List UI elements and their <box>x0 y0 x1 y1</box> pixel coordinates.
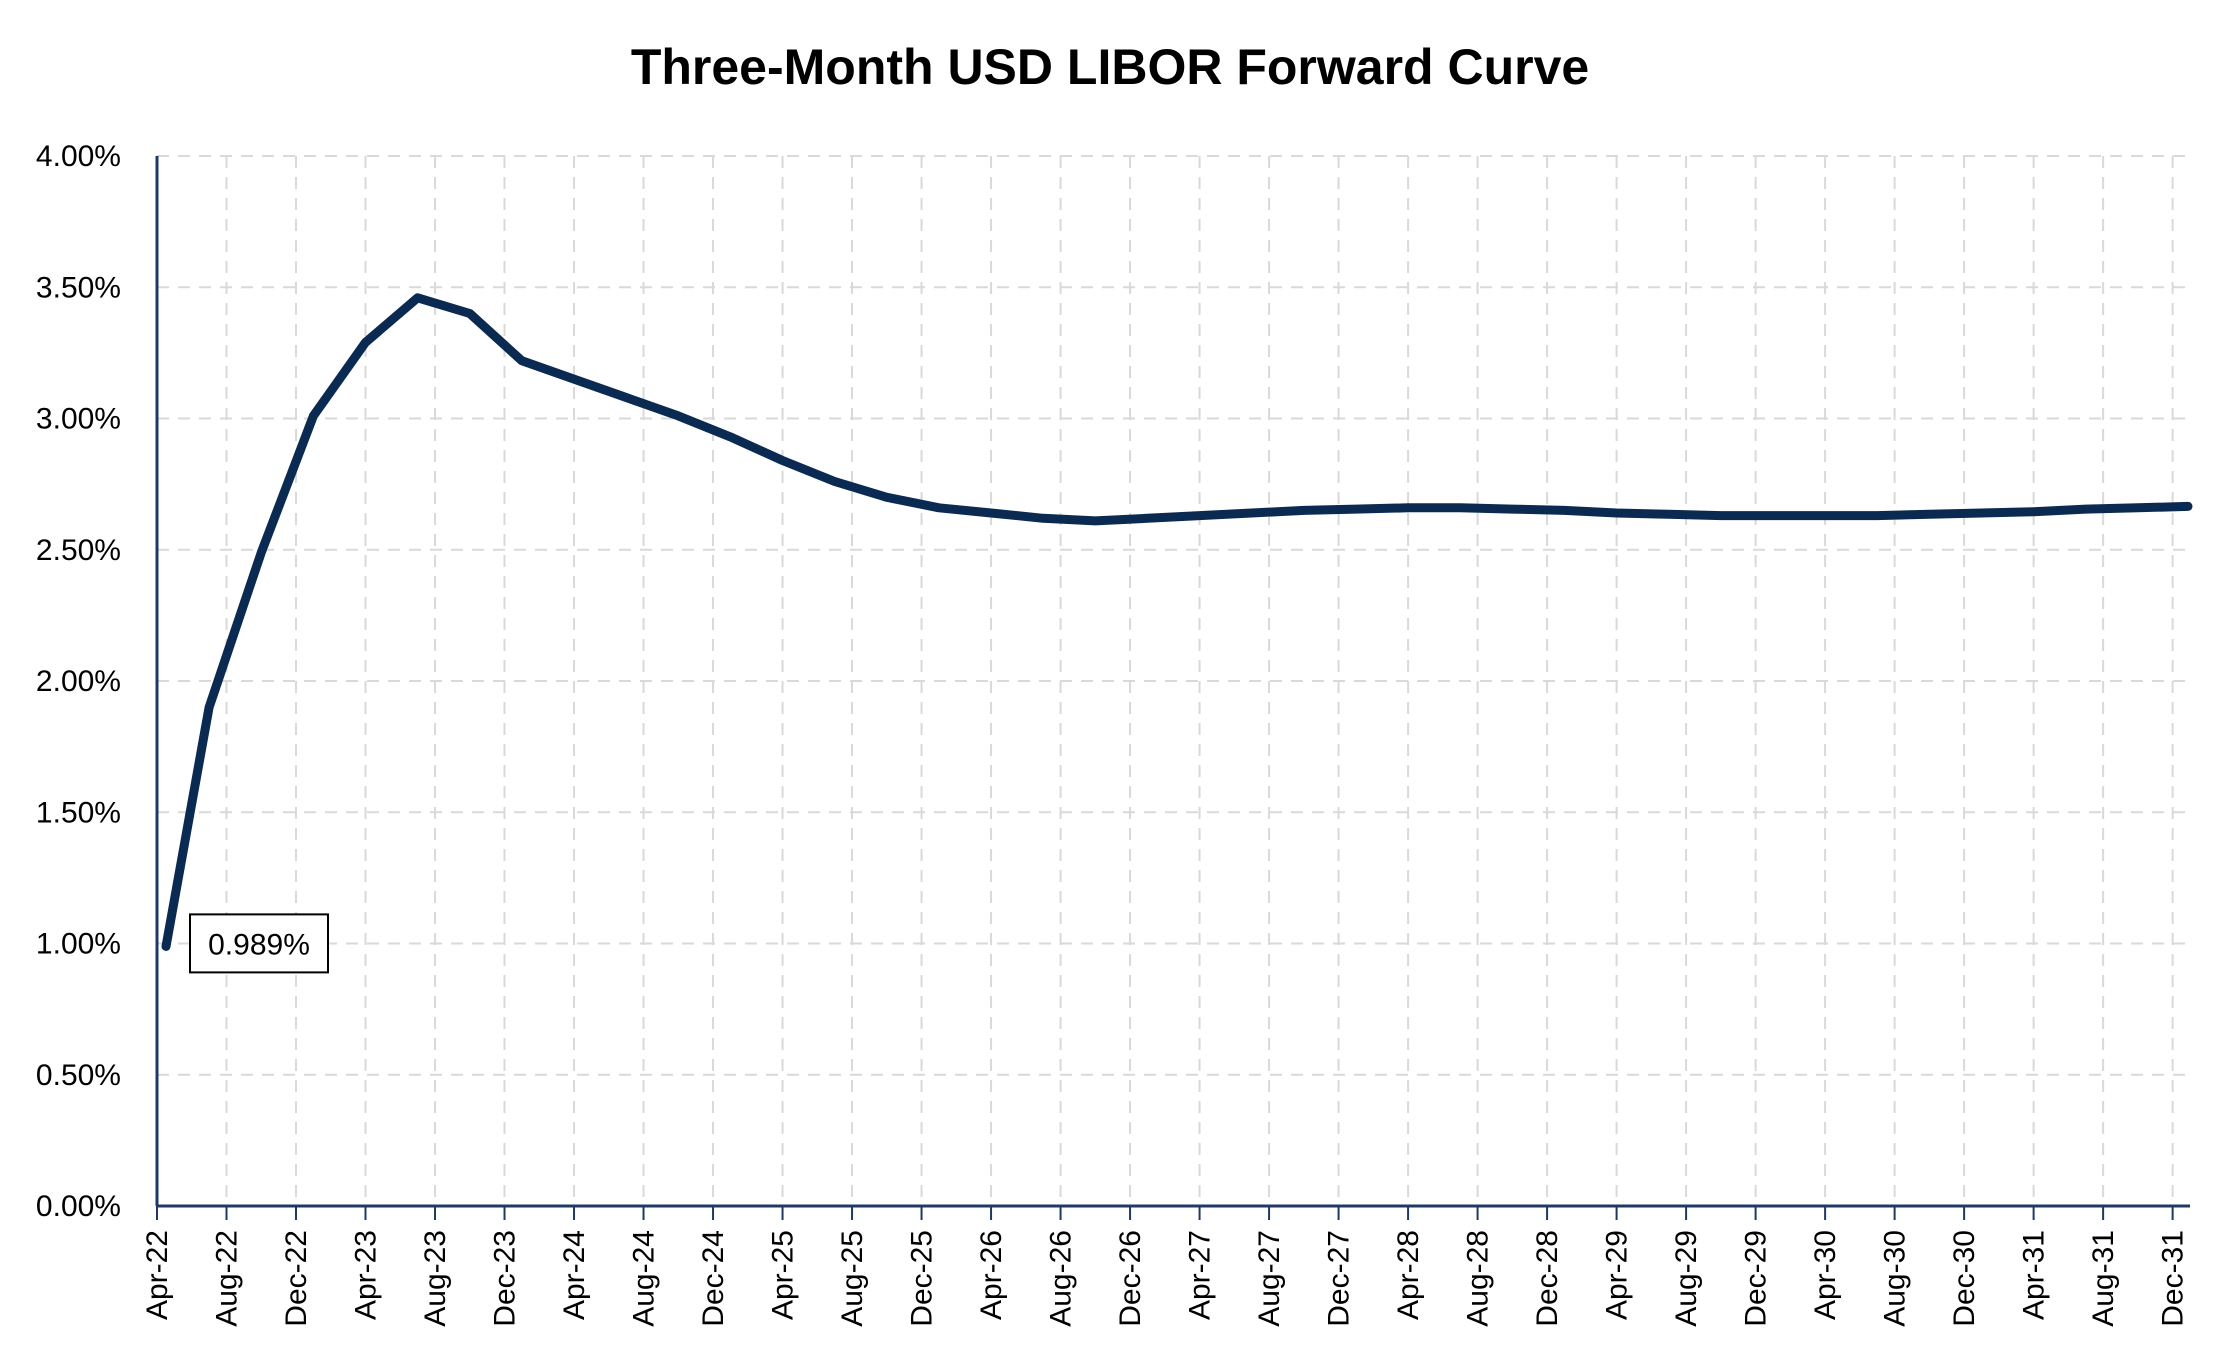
x-tick-label: Aug-22 <box>211 1230 244 1327</box>
y-tick-label: 3.50% <box>36 271 121 304</box>
chart-title: Three-Month USD LIBOR Forward Curve <box>630 39 1590 95</box>
x-tick-label: Aug-26 <box>1045 1230 1078 1327</box>
y-tick-label: 1.00% <box>36 928 121 961</box>
y-tick-label: 3.00% <box>36 403 121 436</box>
x-tick-label: Apr-22 <box>141 1230 174 1320</box>
x-tick-label: Dec-27 <box>1323 1230 1356 1327</box>
series-line <box>161 293 2193 951</box>
x-tick-label: Dec-31 <box>2157 1230 2190 1327</box>
y-tick-label: 2.50% <box>36 534 121 567</box>
data-label: 0.989% <box>208 928 310 961</box>
y-tick-label: 4.00% <box>36 140 121 173</box>
data-label-box <box>189 913 329 974</box>
x-tick-label: Aug-23 <box>419 1230 452 1327</box>
x-tick-label: Dec-30 <box>1948 1230 1981 1327</box>
x-tick-label: Aug-28 <box>1462 1230 1495 1327</box>
x-tick-label: Apr-26 <box>975 1230 1008 1320</box>
x-tick-label: Apr-30 <box>1809 1230 1842 1320</box>
x-tick-label: Aug-31 <box>2087 1230 2120 1327</box>
x-tick-label: Aug-27 <box>1253 1230 1286 1327</box>
y-tick-label: 0.00% <box>36 1190 121 1223</box>
x-tick-label: Aug-30 <box>1879 1230 1912 1327</box>
x-tick-label: Aug-25 <box>836 1230 869 1327</box>
x-tick-label: Dec-22 <box>280 1230 313 1327</box>
x-tick-label: Dec-28 <box>1531 1230 1564 1327</box>
x-tick-label: Apr-27 <box>1184 1230 1217 1320</box>
x-tick-label: Dec-23 <box>489 1230 522 1327</box>
y-tick-label: 1.50% <box>36 796 121 829</box>
x-tick-label: Dec-29 <box>1740 1230 1773 1327</box>
x-tick-label: Dec-26 <box>1114 1230 1147 1327</box>
x-tick-label: Apr-25 <box>767 1230 800 1320</box>
x-tick-label: Dec-24 <box>697 1230 730 1327</box>
x-tick-label: Dec-25 <box>906 1230 939 1327</box>
x-tick-label: Aug-29 <box>1670 1230 1703 1327</box>
x-tick-label: Aug-24 <box>628 1230 661 1327</box>
x-tick-label: Apr-23 <box>350 1230 383 1320</box>
x-tick-label: Apr-31 <box>2018 1230 2051 1320</box>
x-tick-label: Apr-28 <box>1392 1230 1425 1320</box>
x-tick-label: Apr-24 <box>558 1230 591 1320</box>
y-tick-label: 2.00% <box>36 665 121 698</box>
x-tick-label: Apr-29 <box>1601 1230 1634 1320</box>
y-tick-label: 0.50% <box>36 1059 121 1092</box>
